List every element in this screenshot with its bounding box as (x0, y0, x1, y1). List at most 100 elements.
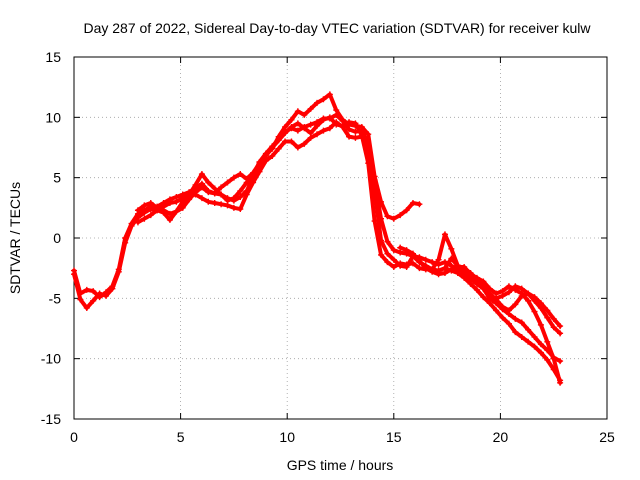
data-point (237, 193, 244, 200)
data-point (269, 144, 276, 151)
data-point (352, 134, 359, 141)
data-point (473, 278, 480, 285)
data-point (294, 108, 301, 115)
data-point (320, 116, 327, 123)
data-point (269, 152, 276, 159)
data-point (537, 341, 544, 348)
series-layer (71, 91, 564, 386)
data-point (122, 239, 129, 246)
data-point (147, 200, 154, 207)
data-point (320, 96, 327, 103)
y-axis-label: SDTVAR / TECUs (7, 182, 23, 294)
data-point (307, 121, 314, 128)
data-point (96, 290, 103, 297)
data-point (205, 189, 212, 196)
data-point (403, 247, 410, 254)
data-point (71, 271, 77, 278)
data-point (192, 181, 199, 188)
data-point (211, 190, 218, 197)
data-point (166, 216, 173, 223)
data-point (288, 138, 295, 145)
data-point (282, 138, 289, 145)
data-point (198, 171, 205, 178)
data-point (512, 283, 519, 290)
data-point (531, 333, 538, 340)
data-point (237, 187, 244, 194)
data-point (409, 200, 416, 207)
data-point (518, 292, 525, 299)
data-point (557, 330, 564, 337)
data-point (384, 259, 391, 266)
data-point (346, 133, 353, 140)
data-point (173, 198, 180, 205)
data-point (314, 131, 321, 138)
data-point (537, 321, 544, 328)
data-point (365, 131, 372, 138)
data-point (544, 356, 551, 363)
data-point (282, 130, 289, 137)
data-point (473, 286, 480, 293)
data-point (544, 338, 551, 345)
data-point (429, 268, 436, 275)
data-point (384, 238, 391, 245)
data-point (461, 263, 468, 270)
data-point (192, 189, 199, 196)
data-point (493, 295, 500, 302)
data-point (550, 366, 557, 373)
data-point (557, 358, 564, 365)
data-point (237, 206, 244, 213)
data-point (307, 130, 314, 137)
data-point (339, 122, 346, 129)
data-point (166, 210, 173, 217)
data-point (154, 204, 161, 211)
data-point (397, 244, 404, 251)
data-point (83, 286, 90, 293)
x-tick-label: 5 (177, 429, 185, 445)
data-point (512, 315, 519, 322)
series-satellite-track-2 (71, 111, 564, 365)
data-point (371, 218, 378, 225)
data-point (505, 289, 512, 296)
data-point (218, 191, 225, 198)
data-point (448, 245, 455, 252)
data-point (314, 99, 321, 106)
data-point (441, 265, 448, 272)
data-point (141, 209, 148, 216)
data-point (499, 303, 506, 310)
axis-ticks: 0 5 10 15 20 25 -15 -10 -5 0 5 10 15 (41, 49, 615, 445)
data-point (173, 208, 180, 215)
data-point (512, 329, 519, 336)
data-point (365, 160, 372, 167)
data-point (141, 215, 148, 222)
data-point (397, 212, 404, 219)
series-satellite-track-3 (134, 119, 564, 386)
data-point (320, 127, 327, 134)
data-point (346, 119, 353, 126)
data-point (518, 319, 525, 326)
data-point (90, 288, 97, 295)
data-point (467, 280, 474, 287)
x-tick-label: 25 (599, 429, 615, 445)
data-point (224, 202, 231, 209)
data-point (557, 323, 564, 330)
data-point (294, 127, 301, 134)
data-point (390, 247, 397, 254)
data-point (461, 274, 468, 281)
data-point (230, 204, 237, 211)
data-point (352, 128, 359, 135)
data-point (179, 204, 186, 211)
data-point (301, 111, 308, 118)
data-point (230, 174, 237, 181)
x-axis-label: GPS time / hours (287, 457, 394, 473)
data-point (550, 324, 557, 331)
data-point (294, 144, 301, 151)
data-point (403, 207, 410, 214)
data-point (429, 259, 436, 266)
data-point (218, 184, 225, 191)
data-point (390, 215, 397, 222)
data-point (166, 200, 173, 207)
data-point (198, 184, 205, 191)
data-point (525, 338, 532, 345)
data-point (531, 308, 538, 315)
data-point (211, 200, 218, 207)
